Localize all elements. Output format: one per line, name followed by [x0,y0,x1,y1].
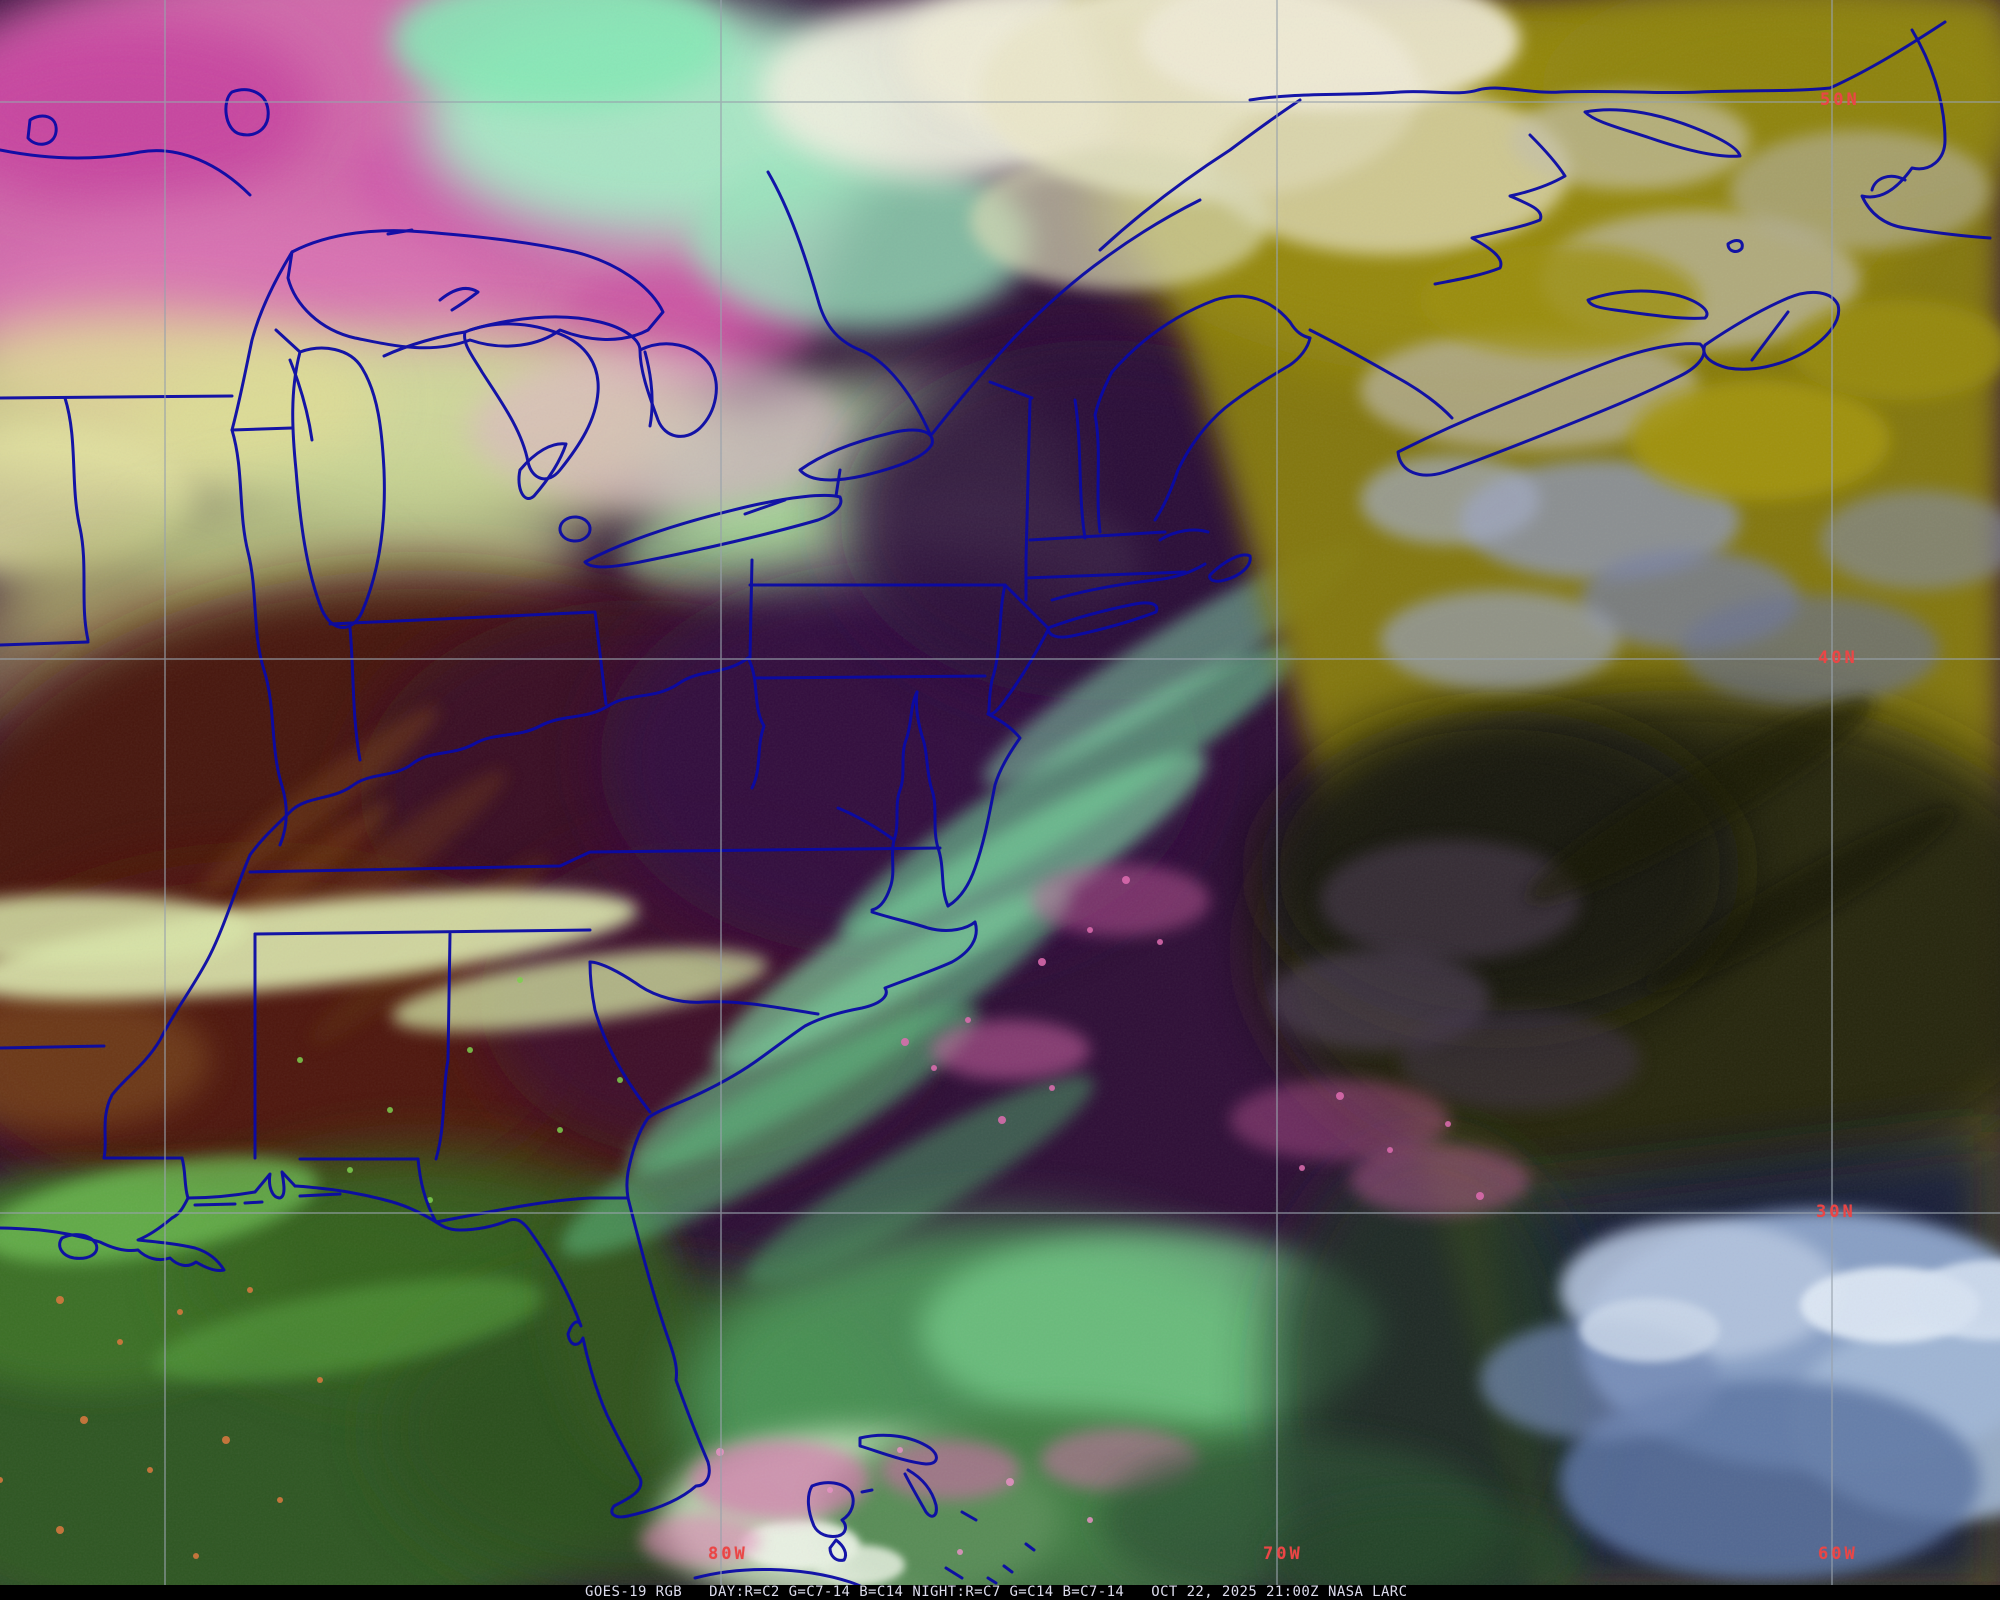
status-credit: NASA LARC [1328,1584,1408,1600]
status-bar: GOES-19 RGB DAY:R=C2 G=C7-14 B=C14 NIGHT… [0,1585,2000,1600]
status-timestamp: OCT 22, 2025 21:00Z [1151,1584,1319,1600]
lat-label-50n: 50N [1820,90,1860,110]
lat-label-40n: 40N [1818,648,1858,668]
lat-label-30n: 30N [1816,1202,1856,1222]
status-night-recipe: NIGHT:R=C7 G=C14 B=C7-14 [912,1584,1125,1600]
status-product: GOES-19 RGB [585,1584,683,1600]
status-day-recipe: DAY:R=C2 G=C7-14 B=C14 [709,1584,904,1600]
lon-label-60w: 60W [1818,1544,1858,1564]
geo-borders [0,20,1992,1600]
lon-label-70w: 70W [1263,1544,1303,1564]
lon-label-80w: 80W [708,1544,748,1564]
